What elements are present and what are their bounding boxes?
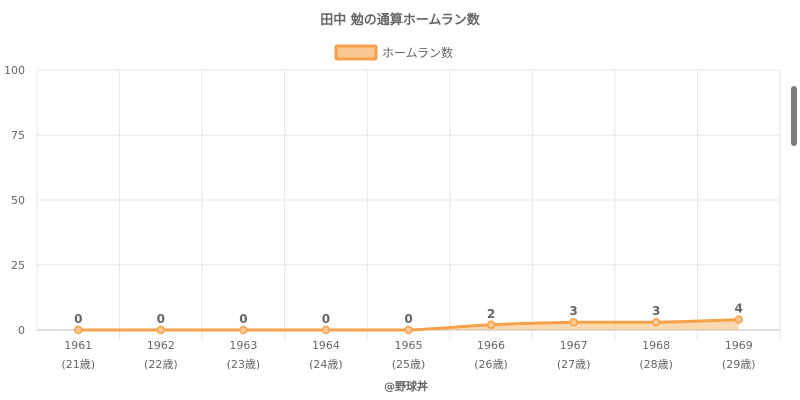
data-label: 0 bbox=[239, 312, 247, 326]
x-tick-sublabel: (24歳) bbox=[309, 358, 343, 371]
x-tick-label: 1964 bbox=[312, 339, 340, 352]
data-labels: 0 0 0 0 0 2 3 3 4 bbox=[74, 302, 743, 326]
data-label: 0 bbox=[322, 312, 330, 326]
data-point[interactable] bbox=[569, 317, 578, 327]
y-tick-label: 50 bbox=[11, 194, 25, 207]
data-label: 2 bbox=[487, 307, 495, 321]
y-axis-ticks: 0 25 50 75 100 bbox=[4, 64, 25, 337]
scrollbar-thumb[interactable] bbox=[791, 86, 797, 146]
data-points[interactable] bbox=[74, 315, 743, 335]
x-tick-sublabel: (28歳) bbox=[639, 358, 673, 371]
y-tick-label: 25 bbox=[11, 259, 25, 272]
data-point[interactable] bbox=[404, 325, 413, 335]
x-tick-sublabel: (26歳) bbox=[474, 358, 508, 371]
x-tick-label: 1966 bbox=[477, 339, 505, 352]
x-tick-label: 1963 bbox=[229, 339, 257, 352]
data-point[interactable] bbox=[74, 325, 83, 335]
legend-label: ホームラン数 bbox=[382, 45, 453, 60]
x-tick-label: 1968 bbox=[642, 339, 670, 352]
x-tick-sublabel: (25歳) bbox=[392, 358, 426, 371]
data-point[interactable] bbox=[156, 325, 166, 335]
data-label: 3 bbox=[569, 304, 577, 318]
x-tick-label: 1965 bbox=[395, 339, 423, 352]
x-tick-label: 1969 bbox=[725, 339, 753, 352]
data-label: 0 bbox=[157, 312, 165, 326]
chart-title: 田中 勉の通算ホームラン数 bbox=[320, 12, 480, 28]
x-tick-label: 1962 bbox=[147, 339, 175, 352]
y-tick-label: 0 bbox=[18, 324, 25, 337]
data-point[interactable] bbox=[734, 315, 743, 324]
data-label: 3 bbox=[652, 304, 660, 318]
x-tick-sublabel: (22歳) bbox=[144, 358, 178, 371]
x-tick-sublabel: (29歳) bbox=[722, 358, 756, 371]
data-point[interactable] bbox=[321, 325, 331, 335]
legend[interactable]: ホームラン数 bbox=[334, 44, 453, 61]
data-label: 0 bbox=[74, 312, 82, 326]
data-point[interactable] bbox=[486, 320, 496, 330]
data-point[interactable] bbox=[651, 317, 661, 327]
data-point[interactable] bbox=[239, 325, 248, 335]
x-tick-label: 1961 bbox=[64, 339, 92, 352]
y-tick-label: 75 bbox=[11, 129, 25, 142]
credit-text: @野球丼 bbox=[384, 379, 428, 393]
grid bbox=[36, 69, 781, 340]
legend-swatch bbox=[334, 44, 378, 61]
data-label: 4 bbox=[735, 302, 743, 316]
data-label: 0 bbox=[404, 312, 412, 326]
x-tick-label: 1967 bbox=[560, 339, 588, 352]
x-axis-ticks: 1961 (21歳) 1962 (22歳) 1963 (23歳) 1964 (24歳) 1965… bbox=[61, 339, 755, 371]
x-tick-sublabel: (23歳) bbox=[227, 358, 261, 371]
y-tick-label: 100 bbox=[4, 64, 25, 77]
x-tick-sublabel: (27歳) bbox=[557, 358, 591, 371]
x-tick-sublabel: (21歳) bbox=[61, 358, 95, 371]
